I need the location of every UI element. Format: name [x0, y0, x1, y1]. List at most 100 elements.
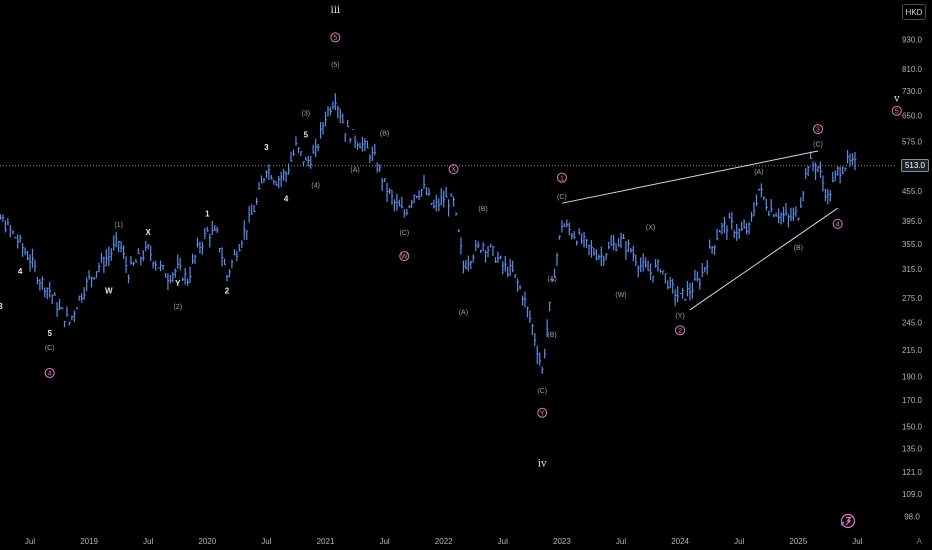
- wave-label: iii: [331, 5, 341, 16]
- wave-label: (B): [547, 332, 556, 339]
- wave-label-circle: [832, 218, 843, 229]
- x-tick-label: Jul: [261, 537, 271, 546]
- wave-label-circle: [44, 367, 55, 378]
- y-tick-label: 650.0: [902, 112, 923, 121]
- trendline[interactable]: [689, 207, 838, 311]
- wave-label: (3): [302, 110, 311, 117]
- wave-label: (W): [615, 292, 626, 299]
- wave-label: (C): [45, 345, 55, 352]
- x-tick-label: Jul: [616, 537, 626, 546]
- wave-label: 4: [284, 194, 289, 203]
- x-tick-label: 2019: [80, 537, 98, 546]
- wave-label-circle: [399, 251, 410, 262]
- wave-label-circle: [537, 407, 548, 418]
- wave-label: X: [146, 228, 152, 237]
- x-tick-label: Jul: [852, 537, 862, 546]
- wave-label: 2: [678, 328, 682, 335]
- wave-labels: 2 1 4 3 5 (C) 4 (1) W X Y (2) 1 2 3 4 5 (3) (4) iii 5 (5) (A) (…: [0, 5, 902, 469]
- wave-label: (C): [537, 388, 547, 395]
- auto-scale-toggle[interactable]: A: [916, 537, 922, 546]
- wave-label: W: [105, 286, 113, 295]
- x-tick-label: Jul: [498, 537, 508, 546]
- y-tick-label: 215.0: [902, 346, 923, 355]
- wave-label: (4): [311, 182, 320, 189]
- x-tick-label: 2021: [317, 537, 335, 546]
- x-tick-label: 2023: [553, 537, 571, 546]
- y-tick-label: 930.0: [902, 36, 923, 45]
- wave-label: iv: [538, 458, 547, 469]
- wave-label: (C): [399, 230, 409, 237]
- tradingview-logo-icon[interactable]: [840, 513, 856, 529]
- x-tick-label: Jul: [734, 537, 744, 546]
- wave-label: (B): [478, 206, 487, 213]
- wave-label: (C): [813, 141, 823, 148]
- wave-label: 1: [560, 175, 564, 182]
- wave-label: 1: [205, 209, 210, 218]
- y-axis[interactable]: 930.0 810.0 730.0 650.0 575.0 455.0 395.0 355.0…: [902, 36, 923, 522]
- wave-label: (C): [557, 194, 567, 201]
- wave-label: 5: [333, 35, 337, 42]
- y-tick-label: 190.0: [902, 372, 923, 381]
- wave-label: (A): [547, 276, 556, 283]
- wave-label: v: [893, 93, 900, 104]
- wave-label: (A): [350, 167, 359, 174]
- y-tick-label: 98.0: [904, 513, 920, 522]
- trendlines[interactable]: [561, 150, 838, 311]
- wave-label-circle: [891, 105, 902, 116]
- wave-label: 4: [48, 371, 52, 378]
- x-axis[interactable]: Jul 2019 Jul 2020 Jul 2021 Jul 2022 Jul 2023 Jul 20…: [25, 537, 863, 546]
- y-tick-label: 575.0: [902, 138, 923, 147]
- y-tick-label: 121.0: [902, 468, 923, 477]
- currency-badge[interactable]: HKD: [902, 4, 926, 20]
- wave-label: 2: [225, 286, 230, 295]
- wave-label-circle: [556, 172, 567, 183]
- y-tick-label: 455.0: [902, 187, 923, 196]
- wave-label: (2): [173, 304, 182, 311]
- y-tick-label: 135.0: [902, 445, 923, 454]
- y-tick-label: 170.0: [902, 396, 923, 405]
- wave-label: 3: [264, 143, 269, 152]
- y-tick-label: 810.0: [902, 65, 923, 74]
- wave-label: (B): [794, 245, 803, 252]
- y-tick-label: 275.0: [902, 294, 923, 303]
- wave-label: Y: [540, 410, 545, 417]
- wave-label: (B): [380, 131, 389, 138]
- wave-label: 3: [0, 302, 3, 311]
- x-tick-label: Jul: [143, 537, 153, 546]
- x-tick-label: 2022: [435, 537, 453, 546]
- wave-label: (5): [331, 62, 340, 69]
- wave-label: (Y): [675, 313, 684, 320]
- wave-label: (X): [646, 225, 655, 232]
- wave-label: 4: [836, 221, 840, 228]
- wave-label: (A): [754, 169, 763, 176]
- wave-label-circle: [813, 124, 823, 135]
- wave-label: 5: [47, 329, 52, 338]
- trendline[interactable]: [561, 150, 819, 204]
- x-tick-label: 2024: [671, 537, 689, 546]
- wave-label: 5: [304, 130, 309, 139]
- x-tick-label: 2025: [789, 537, 807, 546]
- wave-label: W: [401, 254, 408, 261]
- wave-label-circle: [675, 325, 686, 336]
- y-tick-label: 730.0: [902, 87, 923, 96]
- wave-label: 4: [18, 267, 23, 276]
- y-tick-label: 315.0: [902, 265, 923, 274]
- y-tick-label: 150.0: [902, 422, 923, 431]
- price-bars: [0, 93, 857, 375]
- wave-label: 5: [895, 108, 899, 115]
- y-tick-label: 109.0: [902, 490, 923, 499]
- x-tick-label: Jul: [379, 537, 389, 546]
- y-tick-label: 355.0: [902, 240, 923, 249]
- x-tick-label: 2020: [198, 537, 216, 546]
- wave-label: Y: [175, 279, 181, 288]
- wave-label: (A): [459, 309, 468, 316]
- x-tick-label: Jul: [25, 537, 35, 546]
- y-tick-label: 245.0: [902, 318, 923, 327]
- wave-label: X: [451, 167, 456, 174]
- wave-label: 3: [816, 127, 820, 134]
- last-price-tag: 513.0: [901, 159, 929, 173]
- wave-label: (1): [114, 222, 123, 229]
- wave-label-circle: [448, 164, 459, 175]
- y-tick-label: 395.0: [902, 217, 923, 226]
